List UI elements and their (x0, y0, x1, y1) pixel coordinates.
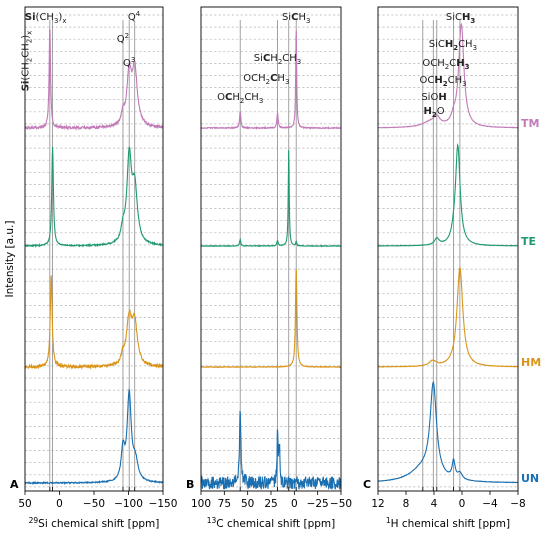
spectrum-te (200, 150, 342, 248)
x-tick-label: 50 (241, 498, 254, 510)
spectrum-tm (200, 30, 342, 131)
annotation-h2o: H2O (423, 106, 444, 119)
grid-lines (25, 14, 163, 488)
y-axis-label: Intensity [a.u.] (4, 221, 16, 298)
annotation-sich2ch3-h: SiCH2CH3 (429, 39, 477, 52)
x-tick-label: 0 (291, 498, 298, 510)
annotation-q4: Q4 (128, 10, 141, 23)
panel-letter: C (363, 478, 371, 491)
spectrum-hm (200, 269, 342, 369)
x-axis-label: 13C chemical shift [ppm] (207, 516, 335, 530)
x-axis-label: 29Si chemical shift [ppm] (29, 516, 160, 530)
spectrum-tm (377, 22, 519, 129)
x-axis-label-text: Si chemical shift [ppm] (38, 518, 159, 530)
spectra (24, 28, 164, 486)
annotation-q3: Q3 (123, 56, 135, 69)
spectrum-un (377, 380, 519, 484)
x-tick-label: −150 (149, 498, 178, 510)
x-axis: 12 8 4 0 −4 −8 (371, 491, 526, 510)
panel-h1: 12 8 4 0 −4 −81H chemical shift [ppm]CSiCH3Si… (363, 6, 526, 530)
x-tick-label: 50 (18, 498, 31, 510)
spectrum-hm (24, 275, 164, 371)
x-tick-label: −25 (307, 498, 329, 510)
spectrum-te (377, 143, 519, 247)
x-axis-label: 1H chemical shift [ppm] (386, 516, 510, 530)
x-axis: 100 75 50 25 0 −25 −50 (191, 491, 352, 510)
spectrum-un (200, 410, 342, 490)
x-axis-label-text: C chemical shift [ppm] (216, 518, 335, 530)
annotation-q2: Q2 (117, 32, 129, 45)
trace-label-tm: TM (521, 117, 539, 130)
x-tick-label: −4 (482, 498, 498, 510)
x-axis: 50 0 −50 −100 −150 (18, 491, 177, 510)
reference-lines (239, 20, 297, 491)
x-axis-label-isotope: 29 (29, 516, 39, 525)
reference-lines (422, 20, 461, 491)
x-tick-label: 8 (403, 498, 410, 510)
trace-label-un: UN (521, 472, 539, 485)
x-tick-label: −50 (83, 498, 105, 510)
x-tick-label: −8 (510, 498, 525, 510)
x-tick-label: −100 (114, 498, 143, 510)
panel-letter: B (186, 478, 194, 491)
x-tick-label: 75 (218, 498, 231, 510)
x-tick-label: 4 (431, 498, 438, 510)
annotation-och2ch3-c1: OCH2CH3 (217, 92, 263, 105)
x-axis-label-isotope: 1 (386, 516, 391, 525)
annotation-sioh: SiOH (421, 92, 446, 103)
spectrum-hm (377, 266, 519, 368)
x-tick-label: 100 (191, 498, 211, 510)
x-tick-label: 0 (56, 498, 63, 510)
spectrum-un (24, 388, 164, 486)
x-axis-label-isotope: 13 (207, 516, 217, 525)
grid-lines (201, 14, 341, 488)
panel-letter: A (10, 478, 19, 491)
spectrum-tm (24, 28, 164, 131)
x-axis-label-text: H chemical shift [ppm] (391, 518, 511, 530)
grid-lines (378, 14, 518, 488)
annotation-sich3-h: SiCH3 (446, 12, 475, 25)
annotation-och2ch3: OCH2CH3 (243, 73, 289, 86)
plot-frame (24, 6, 164, 492)
panel-si29: 50 0 −50 −100 −150 29Si chemical shift [ppm] A… (10, 6, 177, 530)
trace-label-hm: HM (521, 356, 541, 369)
peak-annotations: SiCH3 SiCH2CH3 OCH2CH3 OCH2CH3 (217, 12, 310, 105)
peak-annotations: Si(CH3)x Si(CH2CH2)x Q2 Q3 Q4 (20, 10, 140, 91)
plot-frame (377, 6, 519, 492)
annotation-och2ch3-h: OCH2CH3 (422, 58, 469, 71)
spectra (200, 30, 342, 490)
annotation-sich3: SiCH3 (282, 12, 310, 25)
x-tick-label: 0 (459, 498, 466, 510)
annotation-si-ch3x: Si(CH3)x (25, 12, 67, 25)
x-tick-label: 25 (264, 498, 277, 510)
x-tick-label: −50 (330, 498, 352, 510)
panel-c13: 100 75 50 25 0 −25 −50 13C chemical shift [ppm]… (186, 6, 352, 530)
spectrum-te (24, 146, 164, 248)
annotation-och2ch3-h2: OCH2CH3 (420, 75, 467, 88)
x-tick-label: 12 (371, 498, 384, 510)
peak-annotations: SiCH3 SiCH2CH3 OCH2CH3 OCH2CH3 SiOH H2O (420, 12, 478, 119)
annotation-sich2ch3: SiCH2CH3 (254, 53, 301, 66)
spectra (377, 22, 519, 484)
annotation-si-ch2ch2x: Si(CH2CH2)x (20, 31, 33, 92)
reference-lines (49, 20, 136, 491)
trace-label-te: TE (521, 235, 536, 248)
